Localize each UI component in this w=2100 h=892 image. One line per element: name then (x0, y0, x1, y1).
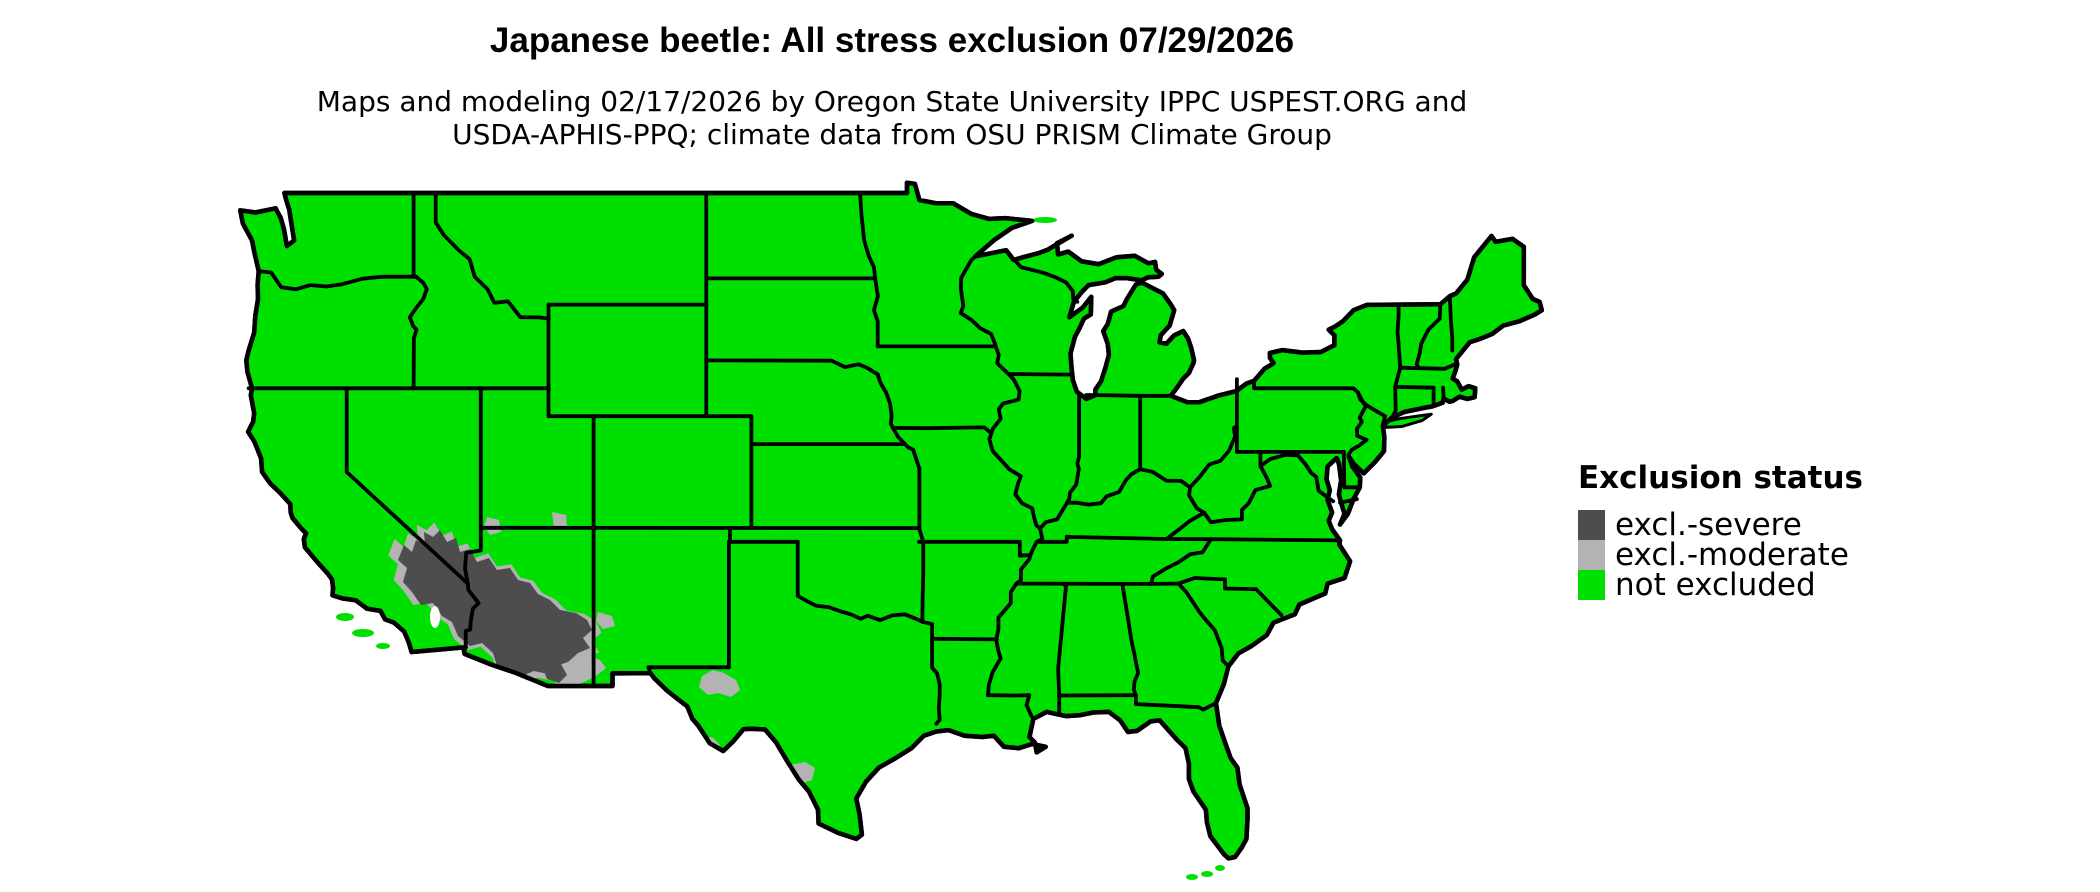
legend-label-severe: excl.-severe (1615, 507, 1802, 543)
excl-moderate-area (699, 670, 740, 697)
figure-header: Japanese beetle: All stress exclusion 07… (0, 0, 1784, 152)
legend-swatch-not-excluded (1578, 570, 1605, 600)
island (1033, 217, 1057, 223)
legend-title: Exclusion status (1578, 460, 1864, 496)
island (376, 643, 390, 649)
legend: Exclusion status excl.-severe excl.-mode… (1578, 460, 1864, 603)
legend-label-not-excluded: not excluded (1615, 567, 1816, 603)
subtitle-line-2: USDA-APHIS-PPQ; climate data from OSU PR… (452, 118, 1332, 151)
legend-row-not-excluded: not excluded (1578, 567, 1863, 603)
coastline (237, 180, 1545, 861)
map-subtitle: Maps and modeling 02/17/2026 by Oregon S… (0, 85, 1784, 151)
excl-moderate-area (552, 512, 567, 528)
legend-swatch-moderate (1578, 540, 1605, 570)
island (1201, 871, 1213, 877)
island (1186, 874, 1198, 880)
island (1215, 865, 1225, 871)
subtitle-line-1: Maps and modeling 02/17/2026 by Oregon S… (316, 85, 1468, 118)
legend-row-severe: excl.-severe (1578, 507, 1863, 543)
island (336, 613, 354, 621)
legend-swatch-severe (1578, 510, 1605, 540)
legend-label-moderate: excl.-moderate (1615, 537, 1849, 573)
excl-severe-area (542, 641, 567, 683)
excl-moderate-area (596, 612, 615, 629)
page-title: Japanese beetle: All stress exclusion 07… (489, 21, 1295, 60)
island (352, 629, 374, 637)
salton-sea (430, 606, 440, 628)
state-borders (246, 191, 1458, 726)
legend-row-moderate: excl.-moderate (1578, 537, 1863, 573)
